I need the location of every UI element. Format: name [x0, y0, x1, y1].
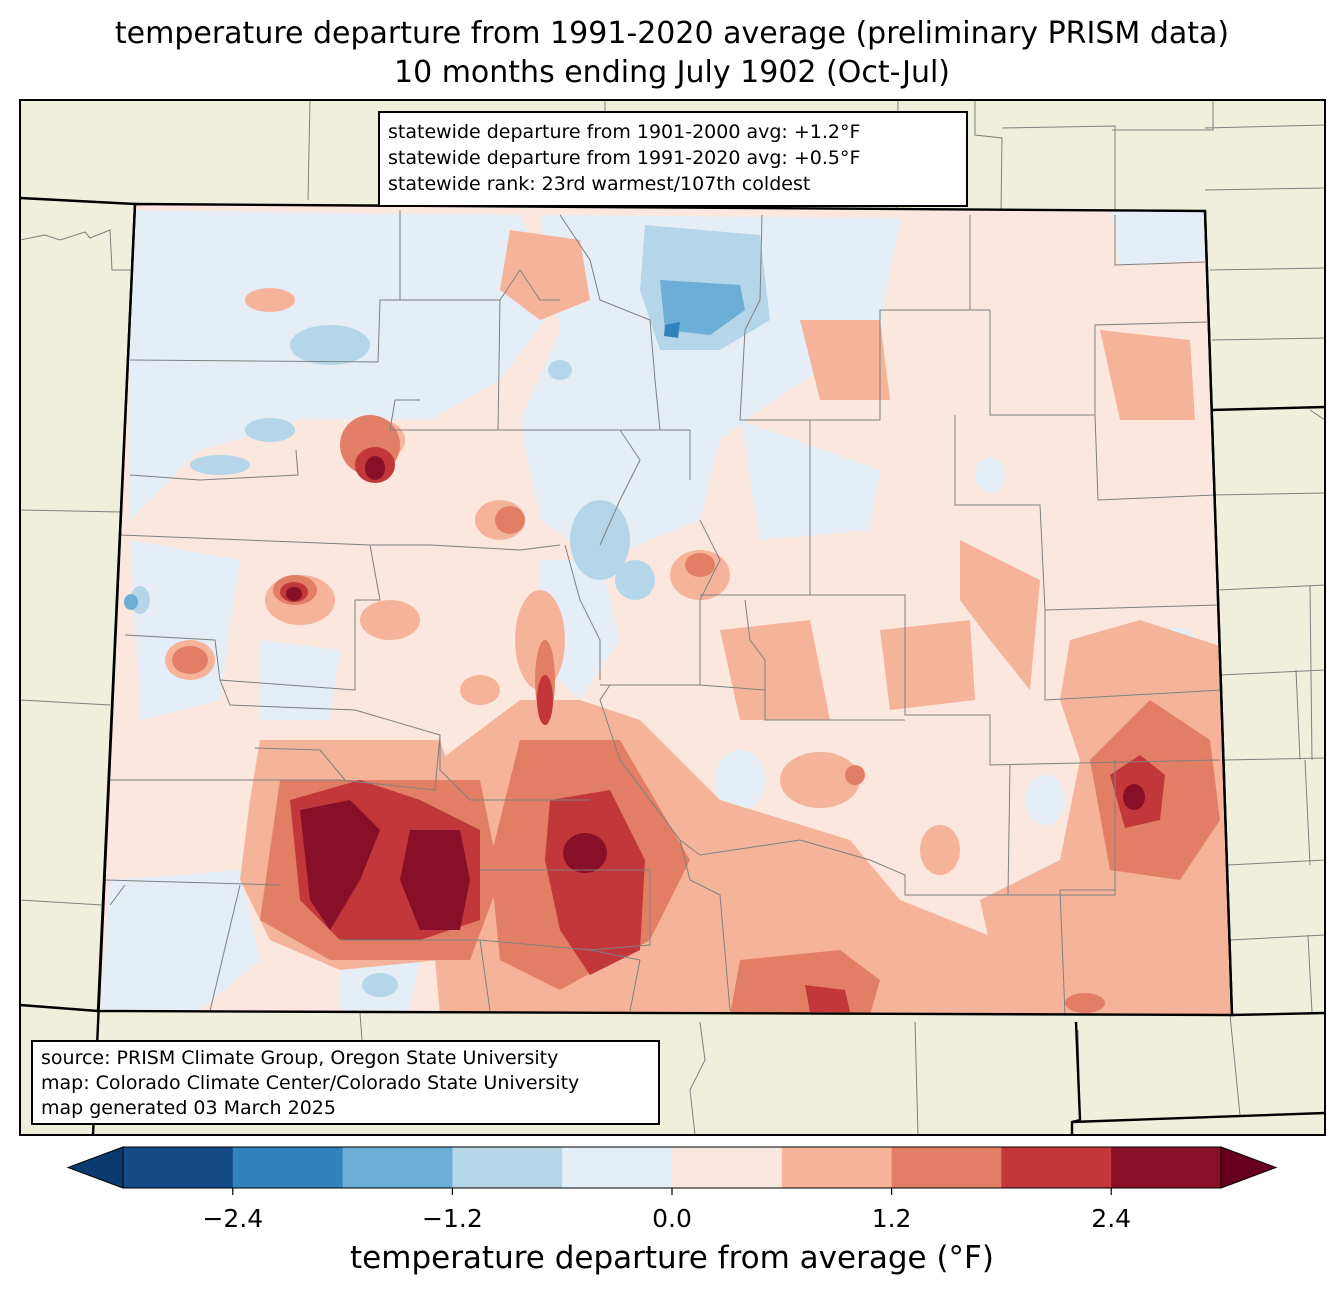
source-box: source: PRISM Climate Group, Oregon Stat…: [31, 1040, 660, 1125]
temperature-field: [98, 204, 1232, 1015]
title-line-1: temperature departure from 1991-2020 ave…: [114, 16, 1230, 51]
mid-blue-areas: [124, 280, 745, 610]
statewide-stats-box: statewide departure from 1901-2000 avg: …: [378, 111, 968, 207]
colorbar-segment: [342, 1147, 453, 1188]
dark-red-areas: [286, 456, 1145, 930]
map-title: temperature departure from 1991-2020 ave…: [0, 14, 1344, 92]
colorbar-extend-low: [66, 1146, 124, 1189]
colorbar-tick-label: −1.2: [422, 1204, 483, 1233]
colorbar-segment: [452, 1147, 563, 1188]
stats-line-3: statewide rank: 23rd warmest/107th colde…: [388, 173, 811, 195]
colorbar-segment: [123, 1147, 234, 1188]
state-borders: [20, 196, 1325, 1135]
source-line-3: map generated 03 March 2025: [41, 1097, 336, 1119]
colorbar-segment: [672, 1147, 783, 1188]
colorbar-segment: [1001, 1147, 1112, 1188]
colorbar-tick-label: 1.2: [871, 1204, 912, 1233]
colorbar-segments: [66, 1146, 1278, 1189]
source-line-1: source: PRISM Climate Group, Oregon Stat…: [41, 1047, 559, 1069]
colorbar-ticks: [232, 1188, 1112, 1195]
colorbar-segment: [232, 1147, 344, 1188]
colorbar-tick-label: −2.4: [202, 1204, 264, 1233]
colorbar-segment: [562, 1147, 673, 1188]
colorbar-segment: [1111, 1147, 1222, 1188]
colorbar-segment: [781, 1147, 893, 1188]
colorbar-tick-label: 0.0: [652, 1204, 692, 1233]
colorbar-segment: [891, 1147, 1002, 1188]
source-line-2: map: Colorado Climate Center/Colorado St…: [41, 1072, 580, 1094]
map-frame: [19, 99, 1326, 1136]
colorado-county-lines: [104, 210, 1223, 1015]
colorbar-tick-label: 2.4: [1091, 1204, 1132, 1233]
stats-line-2: statewide departure from 1991-2020 avg: …: [388, 147, 861, 169]
stats-line-1: statewide departure from 1901-2000 avg: …: [388, 121, 861, 143]
colorbar-label: temperature departure from average (°F): [350, 1240, 994, 1276]
title-line-2: 10 months ending July 1902 (Oct-Jul): [393, 55, 951, 90]
dark-blue-spot: [664, 322, 680, 338]
colorbar-extend-high: [1220, 1146, 1278, 1189]
